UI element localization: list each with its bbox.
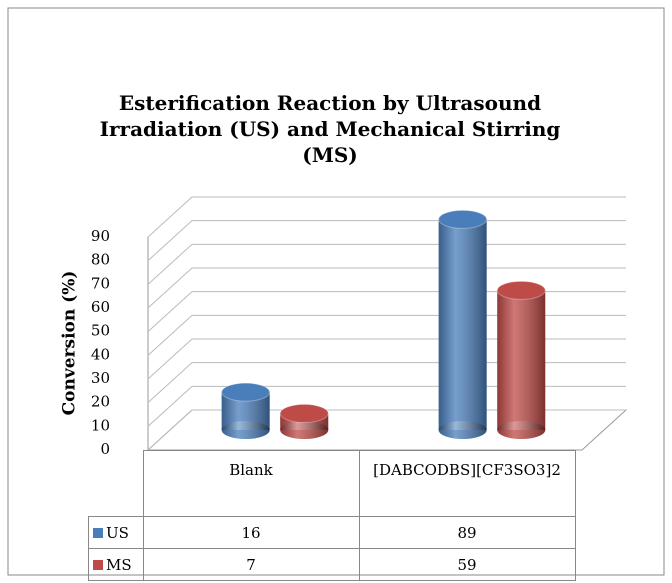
y-tick-label: 40 xyxy=(91,345,110,363)
y-tick-label: 80 xyxy=(91,251,110,269)
floor xyxy=(146,409,628,451)
x-tick-label: [DABCODBS][CF3SO3]2 xyxy=(358,450,576,517)
table-row: US 16 89 xyxy=(88,516,576,549)
y-tick-label: 30 xyxy=(91,369,110,387)
value-cell: 89 xyxy=(358,516,576,549)
y-tick-label: 10 xyxy=(91,416,110,434)
legend-cell: MS xyxy=(88,548,144,581)
grid-line xyxy=(147,196,626,238)
bar-top xyxy=(279,403,329,423)
bar-top xyxy=(221,382,271,402)
table-row: MS 7 59 xyxy=(88,548,576,581)
y-tick-label: 90 xyxy=(91,227,110,245)
bar-top xyxy=(496,280,546,300)
x-tick-label: Blank xyxy=(142,450,360,517)
y-tick-label: 50 xyxy=(91,322,110,340)
legend-cell: US xyxy=(88,516,144,549)
y-tick-label: 70 xyxy=(91,274,110,292)
y-tick-label: 0 xyxy=(100,440,110,458)
y-tick-label: 60 xyxy=(91,298,110,316)
value-cell: 16 xyxy=(142,516,360,549)
value-cell: 59 xyxy=(358,548,576,581)
bar-body-shade xyxy=(497,290,546,430)
bar xyxy=(496,280,546,439)
y-tick-label: 20 xyxy=(91,393,110,411)
legend-key xyxy=(93,559,103,570)
legend-label: US xyxy=(106,523,129,542)
bar-top xyxy=(438,209,488,229)
value-cell: 7 xyxy=(142,548,360,581)
y-axis-label: Conversion (%) xyxy=(60,271,80,416)
bar xyxy=(279,403,329,439)
bar xyxy=(221,382,271,439)
legend-key xyxy=(93,527,103,538)
bar xyxy=(438,209,488,439)
data-table: Blank [DABCODBS][CF3SO3]2 US 16 89 MS 7 59 xyxy=(88,450,576,581)
bar-body-shade xyxy=(438,219,487,430)
legend-label: MS xyxy=(106,555,132,574)
chart-title: Esterification Reaction by Ultrasound Ir… xyxy=(99,91,561,167)
